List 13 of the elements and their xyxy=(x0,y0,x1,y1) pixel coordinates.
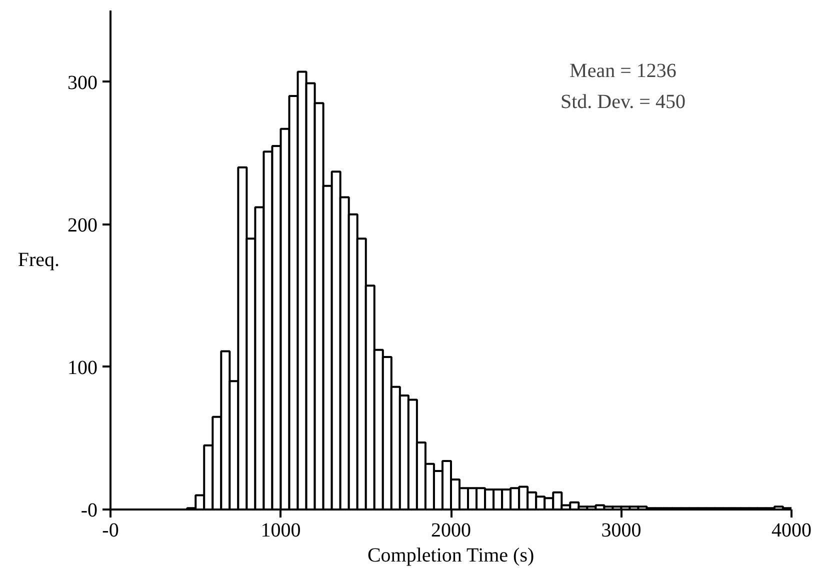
x-tick-label: 1000 xyxy=(260,520,301,542)
x-tick-label: 4000 xyxy=(772,520,812,542)
annotation: Std. Dev. = 450 xyxy=(560,91,686,114)
x-axis-title: Completion Time (s) xyxy=(367,544,534,566)
x-tick-label: 3000 xyxy=(601,520,642,542)
y-tick-label: 200 xyxy=(68,214,98,236)
x-tick-label: -0 xyxy=(102,520,119,542)
annotation: Mean = 1236 xyxy=(570,60,676,82)
y-tick-label: 300 xyxy=(68,72,98,94)
y-tick-label: 100 xyxy=(68,356,98,379)
x-tick-label: 2000 xyxy=(431,520,471,542)
y-tick-label: -0 xyxy=(80,500,98,522)
y-axis-title: Freq. xyxy=(18,249,60,271)
